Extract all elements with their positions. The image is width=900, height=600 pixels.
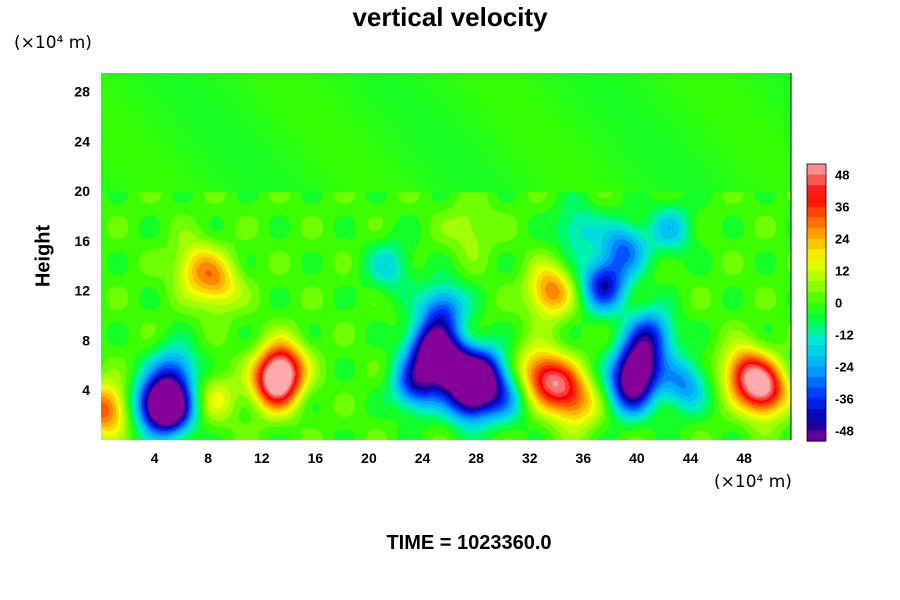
colorbar-band xyxy=(807,345,826,357)
colorbar-band xyxy=(807,313,826,325)
x-tick-label: 28 xyxy=(468,450,484,466)
y-tick-label: 20 xyxy=(74,183,90,199)
colorbar-tick-label: 48 xyxy=(835,168,849,183)
colorbar-tick-label: -48 xyxy=(835,423,854,438)
y-tick-label: 24 xyxy=(74,133,90,149)
y-tick-label: 8 xyxy=(82,332,90,348)
time-value: 1023360.0 xyxy=(457,532,552,554)
x-tick-label: 8 xyxy=(204,450,212,466)
colorbar-band xyxy=(807,206,826,218)
colorbar-tick-label: 36 xyxy=(835,200,849,215)
x-tick-label: 48 xyxy=(736,450,752,466)
colorbar-band xyxy=(807,323,826,336)
colorbar-band xyxy=(807,227,826,240)
y-tick-label: 4 xyxy=(82,382,90,398)
x-axis-ticks: 4 8 12 16 20 24 28 32 36 40 44 48 xyxy=(151,450,752,466)
colorbar-band xyxy=(807,430,826,442)
colorbar-band xyxy=(807,249,826,261)
time-readout: TIME = 1023360.0 xyxy=(0,532,900,555)
colorbar-band xyxy=(807,259,826,272)
colorbar-tick-label: 12 xyxy=(835,264,849,279)
chart-title: vertical velocity xyxy=(352,2,548,32)
colorbar-band xyxy=(807,270,826,282)
colorbar-band xyxy=(807,217,826,229)
x-tick-label: 32 xyxy=(522,450,538,466)
colorbar-tick-label: -36 xyxy=(835,391,854,406)
time-label: TIME = xyxy=(386,532,452,554)
colorbar-band xyxy=(807,291,826,304)
colorbar-band xyxy=(807,302,826,314)
colorbar-band xyxy=(807,281,826,293)
colorbar-band xyxy=(807,377,826,389)
y-tick-label: 28 xyxy=(74,84,90,100)
y-axis-ticks: 4 8 12 16 20 24 28 xyxy=(74,84,90,399)
colorbar-band xyxy=(807,238,826,250)
x-tick-label: 4 xyxy=(151,450,159,466)
x-tick-label: 36 xyxy=(576,450,592,466)
y-axis-unit: (×10⁴ m) xyxy=(14,33,92,53)
plot-area xyxy=(101,73,792,440)
colorbar-band xyxy=(807,366,826,378)
colorbar-band xyxy=(807,419,826,431)
colorbar-band xyxy=(807,409,826,421)
colorbar-band xyxy=(807,164,826,176)
colorbar-tick-label: -24 xyxy=(835,359,855,374)
x-tick-label: 44 xyxy=(683,450,699,466)
colorbar-band xyxy=(807,387,826,399)
colorbar-tick-label: -12 xyxy=(835,327,854,342)
colorbar-frame xyxy=(806,163,827,442)
colorbar-band xyxy=(807,174,826,186)
x-tick-label: 24 xyxy=(415,450,431,466)
x-tick-label: 16 xyxy=(308,450,324,466)
y-tick-label: 16 xyxy=(74,233,90,249)
x-axis-unit: (×10⁴ m) xyxy=(714,472,792,492)
colorbar-band xyxy=(807,355,826,368)
colorbar-tick-label: 24 xyxy=(835,232,850,247)
x-tick-label: 40 xyxy=(629,450,645,466)
colorbar-band xyxy=(807,398,826,410)
x-tick-label: 20 xyxy=(361,450,377,466)
colorbar-tick-label: 0 xyxy=(835,296,842,311)
colorbar-band xyxy=(807,185,826,197)
heatmap-field xyxy=(101,73,791,440)
colorbar-band xyxy=(807,195,826,208)
y-tick-label: 12 xyxy=(74,283,90,299)
colorbar: 48 36 24 12 0 -12 -24 -36 -48 xyxy=(806,163,855,442)
x-tick-label: 12 xyxy=(254,450,270,466)
colorbar-band xyxy=(807,334,826,346)
